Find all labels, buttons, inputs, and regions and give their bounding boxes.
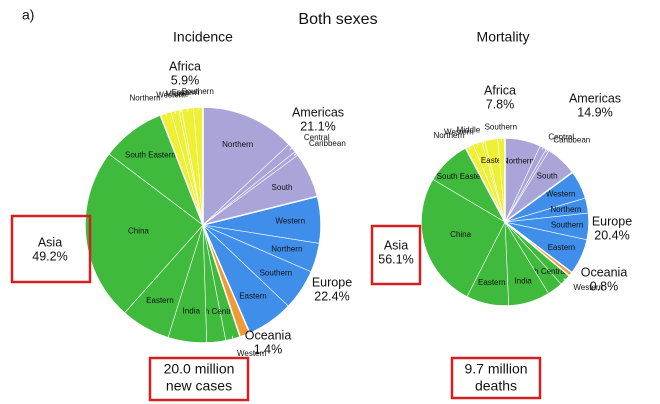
slice-label: Southern [181, 87, 213, 96]
continent-slice [202, 195, 322, 335]
slice-label: Northern [271, 244, 302, 253]
slice-label: Western [156, 91, 186, 100]
leader-line [289, 139, 302, 151]
slice-label: India [514, 277, 532, 286]
slice-label: South [537, 171, 558, 180]
highlight-box [370, 224, 422, 286]
continent-slice [202, 106, 319, 226]
continent-label: Asia [384, 238, 408, 252]
leader-line [563, 278, 572, 287]
slice-label: South Eastern [125, 150, 176, 159]
continent-label: Oceania [245, 328, 292, 342]
slice-label: Northern [433, 131, 464, 140]
continent-label: Oceania [581, 265, 628, 279]
slice-label: Eastern [146, 296, 174, 305]
chart-title: Incidence [173, 29, 233, 45]
figure-title: Both sexes [298, 11, 377, 28]
slice-label: South Central [188, 307, 237, 316]
continent-value: 21.1% [300, 119, 335, 133]
slice-label: Western [237, 349, 267, 358]
leader-line [480, 132, 485, 144]
slice-label: Caribbean [553, 135, 590, 144]
slice-label: South Eastern [437, 172, 488, 181]
chart-title: Mortality [477, 29, 530, 45]
continent-label: Americas [569, 91, 621, 105]
leader-line [546, 142, 553, 153]
slice-label: India [183, 307, 201, 316]
leader-line [185, 96, 189, 112]
slice-label: China [128, 226, 149, 235]
continent-value: 49.2% [32, 249, 67, 263]
slice-label: Eastern [481, 156, 509, 165]
slice-label: Western [275, 216, 305, 225]
continent-value: 56.1% [378, 252, 413, 266]
continent-slice [503, 171, 590, 274]
slice-label: South Central [518, 267, 567, 276]
leader-line [231, 335, 237, 351]
slice-label: Central [304, 133, 330, 142]
slice-label: Southern [260, 268, 292, 277]
leader-line [171, 98, 176, 114]
slice-label: Western [444, 128, 474, 137]
continent-slice [464, 137, 506, 223]
continent-label: Asia [38, 235, 62, 249]
slice-label: Northern [550, 205, 581, 214]
continent-value: 14.9% [577, 105, 612, 119]
annotation-box [450, 356, 542, 400]
slice-label: Eastern [172, 88, 200, 97]
leader-line [293, 145, 307, 156]
continent-slice [84, 114, 242, 344]
continent-label: Europe [592, 214, 632, 228]
leader-line [465, 138, 471, 149]
slice-label: Caribbean [309, 139, 346, 148]
continent-value: 20.4% [594, 228, 629, 242]
annotation-box [148, 356, 250, 402]
annotation-text: 9.7 million [464, 361, 527, 377]
panel-label: a) [22, 7, 34, 23]
leader-line [474, 134, 479, 146]
continent-value: 1.4% [254, 342, 283, 356]
slice-label: Northern [222, 140, 253, 149]
highlight-box [10, 214, 92, 284]
annotation-text: deaths [475, 378, 517, 394]
slice-label: Eastern [478, 278, 506, 287]
slice-label: Southern [485, 122, 517, 131]
slice-label: South [272, 183, 293, 192]
slice-label: Middle [457, 125, 481, 134]
continent-label: Europe [312, 275, 352, 289]
slice-label: Western [573, 283, 603, 292]
annotation-text: 20.0 million [164, 361, 235, 377]
continent-value: 0.8% [590, 279, 619, 293]
continent-slice [159, 106, 204, 226]
continent-label: Americas [292, 105, 344, 119]
annotation-text: new cases [166, 378, 232, 394]
continent-label: Africa [169, 59, 201, 73]
slice-label: Middle [165, 89, 189, 98]
continent-value: 7.8% [486, 97, 515, 111]
leader-line [161, 101, 167, 117]
continent-slice [420, 146, 571, 307]
slice-label: Northern [129, 94, 160, 103]
continent-label: Africa [484, 83, 516, 97]
slice-label: Eastern [548, 243, 576, 252]
leader-line [177, 97, 182, 113]
leader-line [197, 95, 199, 111]
continent-value: 5.9% [171, 73, 200, 87]
continent-value: 22.4% [314, 289, 349, 303]
slice-label: Northern [503, 156, 534, 165]
slice-label: Western [546, 189, 576, 198]
slice-label: Eastern [239, 292, 267, 301]
slice-label: Central [548, 133, 574, 142]
slice-label: China [450, 230, 471, 239]
continent-slice [504, 137, 574, 224]
slice-label: Southern [551, 220, 583, 229]
